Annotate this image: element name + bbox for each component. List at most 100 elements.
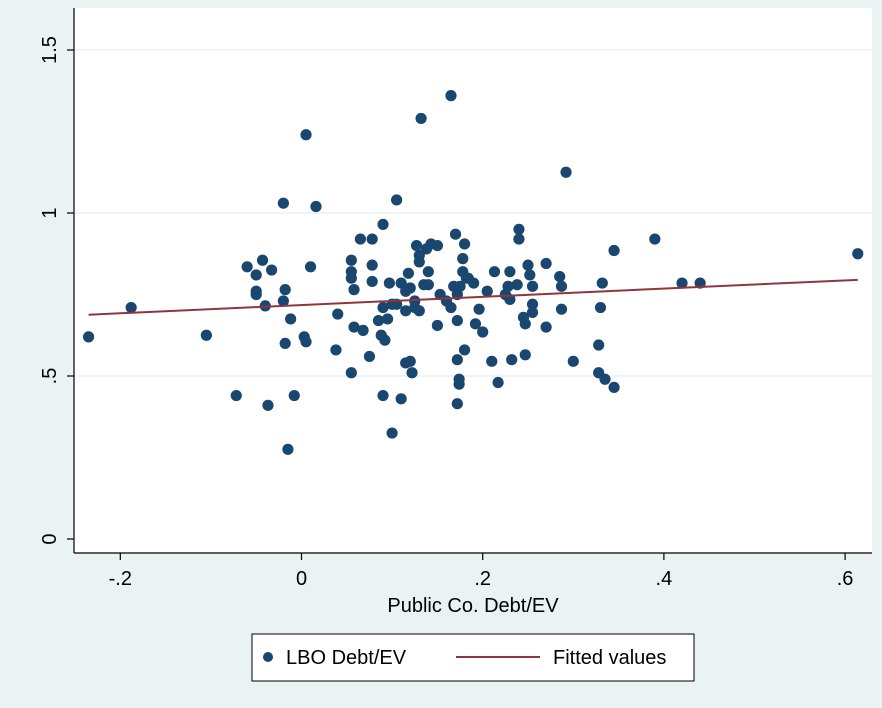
data-point: [540, 257, 552, 270]
data-point: [82, 331, 95, 343]
data-point: [288, 389, 300, 402]
data-point: [445, 301, 457, 314]
data-point: [366, 259, 378, 271]
data-point: [377, 218, 389, 231]
data-point: [285, 313, 297, 325]
data-point: [449, 228, 462, 240]
data-point: [357, 324, 369, 336]
data-point: [511, 279, 523, 291]
fitted-line: [88, 278, 858, 316]
data-point: [593, 339, 605, 351]
data-point: [379, 334, 391, 346]
data-point: [348, 321, 360, 333]
data-point: [391, 194, 403, 206]
data-point: [567, 355, 579, 367]
data-point: [488, 266, 501, 278]
y-tick-label: 1: [39, 207, 61, 218]
y-tick-label: 1.5: [39, 36, 61, 64]
scatter-points: [82, 90, 864, 455]
data-point: [504, 266, 516, 278]
data-point: [300, 129, 312, 141]
data-point: [363, 350, 376, 363]
data-point: [506, 354, 518, 366]
data-point: [125, 301, 137, 314]
data-point: [256, 254, 269, 266]
legend: LBO Debt/EV Fitted values: [251, 633, 695, 682]
data-point: [400, 305, 412, 317]
data-point: [481, 285, 493, 297]
x-tick-label: -.2: [109, 568, 132, 590]
x-tick-label: 0: [296, 568, 307, 590]
data-point: [377, 301, 389, 314]
data-point: [332, 308, 344, 320]
data-point: [540, 321, 552, 333]
data-point: [413, 305, 425, 317]
x-tick-label: .2: [474, 568, 491, 590]
data-point: [473, 303, 485, 315]
data-point: [330, 344, 342, 356]
data-point: [404, 282, 416, 294]
data-point: [524, 269, 536, 281]
data-point: [608, 381, 620, 394]
x-axis-title: Public Co. Debt/EV: [387, 595, 559, 617]
data-point: [262, 399, 274, 411]
data-point: [372, 314, 385, 327]
data-point: [469, 318, 482, 330]
data-point: [519, 349, 531, 361]
data-point: [522, 259, 534, 271]
data-point: [354, 233, 366, 245]
data-point: [445, 90, 457, 102]
data-point: [279, 337, 291, 349]
data-point: [404, 355, 416, 367]
legend-marker-lbo: [263, 652, 273, 662]
data-point: [266, 264, 278, 276]
data-point: [422, 266, 434, 278]
data-point: [386, 427, 398, 439]
data-point: [345, 272, 357, 284]
data-point: [513, 223, 525, 235]
data-point: [395, 277, 407, 289]
data-point: [395, 393, 407, 405]
data-point: [608, 244, 620, 257]
data-point: [468, 277, 480, 289]
y-tick-label: 0: [39, 533, 61, 544]
data-point: [451, 354, 463, 366]
y-axis-ticks: 0 .5 1 1.5: [39, 36, 74, 545]
x-tick-label: .6: [837, 568, 854, 590]
data-point: [526, 298, 539, 310]
data-point: [250, 288, 262, 301]
data-point: [345, 254, 357, 266]
data-point: [415, 112, 427, 125]
data-point: [513, 233, 525, 245]
x-axis-ticks: -.2 0 .2 .4 .6: [109, 553, 854, 590]
data-point: [554, 270, 566, 283]
data-point: [676, 277, 688, 289]
data-point: [594, 301, 607, 314]
data-point: [383, 277, 395, 289]
data-point: [304, 261, 317, 273]
data-point: [200, 329, 212, 341]
data-point: [282, 443, 294, 455]
x-tick-label: .4: [656, 568, 673, 590]
data-point: [526, 306, 539, 319]
data-point: [451, 398, 463, 410]
data-point: [413, 249, 425, 261]
legend-label-lbo: LBO Debt/EV: [286, 647, 407, 669]
data-point: [555, 280, 568, 292]
data-point: [402, 267, 415, 279]
data-point: [852, 248, 864, 260]
gridlines: [74, 49, 872, 377]
data-point: [410, 240, 423, 252]
data-point: [453, 378, 465, 390]
data-point: [458, 238, 471, 250]
data-point: [406, 367, 418, 379]
data-point: [279, 284, 291, 296]
data-point: [250, 269, 262, 281]
data-point: [345, 367, 357, 379]
data-point: [502, 280, 514, 292]
data-point: [596, 277, 608, 289]
data-point: [310, 200, 322, 213]
y-tick-label: .5: [39, 368, 61, 385]
data-point: [277, 197, 289, 209]
